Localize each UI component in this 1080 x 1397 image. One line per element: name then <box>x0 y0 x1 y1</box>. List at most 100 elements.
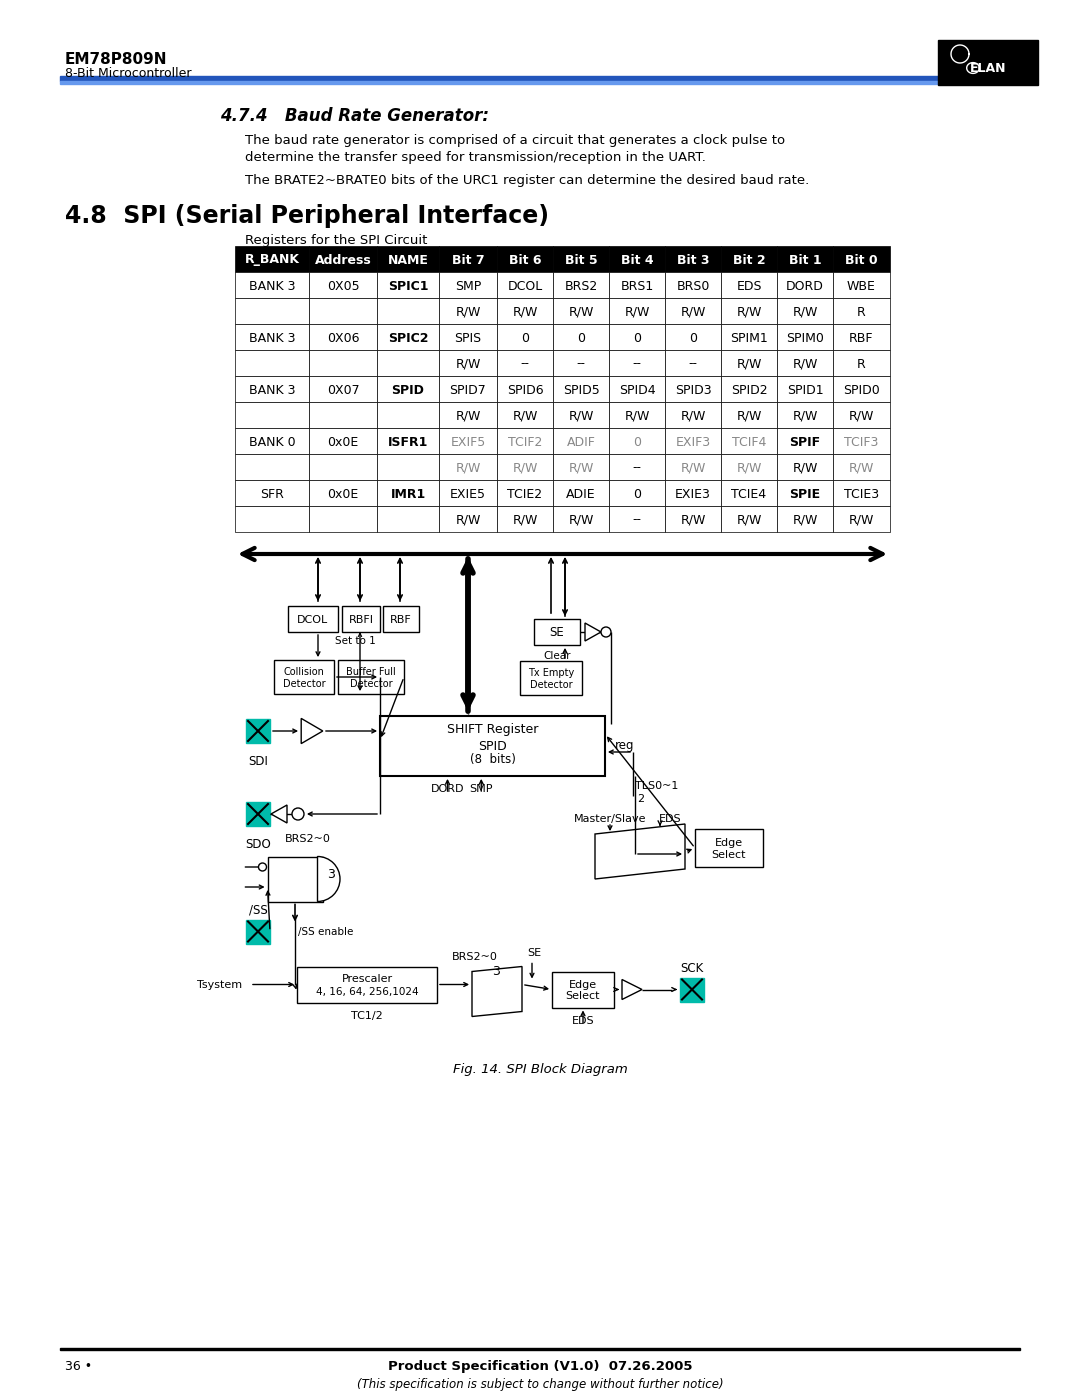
Text: EDS: EDS <box>571 1016 594 1025</box>
Bar <box>338 659 404 694</box>
Bar <box>497 481 553 506</box>
Polygon shape <box>472 967 522 1017</box>
Text: 0: 0 <box>633 436 642 448</box>
Bar <box>553 272 609 298</box>
Text: BANK 0: BANK 0 <box>248 436 295 448</box>
Text: SPID1: SPID1 <box>786 384 823 397</box>
Text: WBE: WBE <box>847 279 876 292</box>
Bar <box>235 506 309 532</box>
Text: RBF: RBF <box>849 331 874 345</box>
Bar <box>377 324 438 351</box>
Text: /SS enable: /SS enable <box>298 926 353 936</box>
Bar <box>721 298 777 324</box>
Bar <box>609 402 665 427</box>
Text: R/W: R/W <box>793 514 818 527</box>
Text: R/W: R/W <box>737 306 761 319</box>
Text: Prescaler: Prescaler <box>341 974 392 983</box>
Polygon shape <box>622 979 642 999</box>
Bar <box>268 856 323 901</box>
Text: R/W: R/W <box>568 514 594 527</box>
Text: 3: 3 <box>492 965 500 978</box>
Text: TCIE3: TCIE3 <box>843 488 879 500</box>
Text: EDS: EDS <box>659 814 681 824</box>
Bar <box>833 376 890 402</box>
Wedge shape <box>318 856 340 901</box>
Bar <box>777 246 833 272</box>
Bar <box>777 454 833 481</box>
Text: R/W: R/W <box>624 409 650 422</box>
Text: 0: 0 <box>633 331 642 345</box>
Bar <box>309 402 377 427</box>
Bar <box>377 376 438 402</box>
Text: R/W: R/W <box>568 461 594 475</box>
Text: SPIM0: SPIM0 <box>786 331 824 345</box>
Text: SPID6: SPID6 <box>507 384 543 397</box>
Bar <box>377 402 438 427</box>
Polygon shape <box>301 718 323 743</box>
Text: SDO: SDO <box>245 838 271 851</box>
Text: Edge
Select: Edge Select <box>566 979 600 1002</box>
Bar <box>246 719 270 743</box>
Bar <box>833 298 890 324</box>
Text: SMP: SMP <box>470 784 492 793</box>
Text: The BRATE2~BRATE0 bits of the URC1 register can determine the desired baud rate.: The BRATE2~BRATE0 bits of the URC1 regis… <box>245 175 809 187</box>
Bar <box>377 298 438 324</box>
Text: R/W: R/W <box>680 409 705 422</box>
Bar <box>377 506 438 532</box>
Text: 2: 2 <box>637 793 644 805</box>
Text: Bit 0: Bit 0 <box>846 253 878 267</box>
Bar <box>235 454 309 481</box>
Text: SPIE: SPIE <box>789 488 821 500</box>
Text: /SS: /SS <box>248 904 268 916</box>
Text: DORD: DORD <box>786 279 824 292</box>
Bar <box>609 427 665 454</box>
Text: 36 •: 36 • <box>65 1361 92 1373</box>
Bar <box>721 272 777 298</box>
Text: BRS0: BRS0 <box>676 279 710 292</box>
Bar <box>497 454 553 481</box>
Bar <box>246 802 270 826</box>
Text: NAME: NAME <box>388 253 429 267</box>
Bar <box>235 324 309 351</box>
Text: determine the transfer speed for transmission/reception in the UART.: determine the transfer speed for transmi… <box>245 151 706 163</box>
Bar <box>833 506 890 532</box>
Text: Registers for the SPI Circuit: Registers for the SPI Circuit <box>245 235 428 247</box>
Bar <box>552 971 615 1007</box>
Bar <box>553 427 609 454</box>
Text: Bit 1: Bit 1 <box>788 253 821 267</box>
Text: SPID2: SPID2 <box>731 384 767 397</box>
Bar <box>609 298 665 324</box>
Bar <box>721 376 777 402</box>
Text: Master/Slave: Master/Slave <box>573 814 646 824</box>
Bar <box>609 351 665 376</box>
Bar <box>721 324 777 351</box>
Bar <box>833 272 890 298</box>
Text: Clear: Clear <box>543 651 570 661</box>
Bar <box>309 351 377 376</box>
Bar <box>519 661 582 694</box>
Text: SMP: SMP <box>455 279 481 292</box>
Text: ADIE: ADIE <box>566 488 596 500</box>
Bar <box>438 246 497 272</box>
Bar <box>309 376 377 402</box>
Text: R/W: R/W <box>456 358 481 370</box>
Text: 0X07: 0X07 <box>326 384 360 397</box>
Bar <box>438 324 497 351</box>
Text: SDI: SDI <box>248 754 268 768</box>
Bar <box>246 919 270 943</box>
Text: SPIC1: SPIC1 <box>388 279 429 292</box>
Bar <box>377 351 438 376</box>
Text: TCIF3: TCIF3 <box>845 436 879 448</box>
Text: --: -- <box>521 358 529 370</box>
Text: SPIC2: SPIC2 <box>388 331 429 345</box>
Bar <box>777 481 833 506</box>
Bar <box>497 506 553 532</box>
Text: TCIE4: TCIE4 <box>731 488 767 500</box>
Circle shape <box>258 863 267 870</box>
Bar <box>497 427 553 454</box>
Bar <box>609 272 665 298</box>
Text: 3: 3 <box>327 868 336 880</box>
Text: 0x0E: 0x0E <box>327 488 359 500</box>
Bar <box>438 272 497 298</box>
Text: IMR1: IMR1 <box>390 488 426 500</box>
